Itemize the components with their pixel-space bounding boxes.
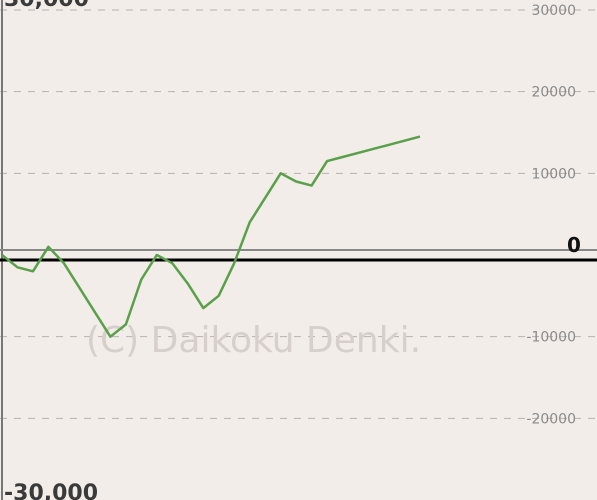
y-tick-label: 20000 bbox=[531, 85, 576, 101]
y-axis-top-label: 30,000 bbox=[4, 0, 89, 12]
y-tick-label: 30000 bbox=[531, 3, 576, 19]
tick-labels: 30000 20000 10000 -10000 -20000 bbox=[526, 3, 576, 427]
y-tick-label: 10000 bbox=[531, 166, 576, 182]
y-tick-label: -10000 bbox=[526, 330, 576, 346]
zero-label: 0 bbox=[567, 233, 581, 257]
series-layer bbox=[1, 135, 421, 338]
series-line bbox=[1, 135, 421, 338]
y-tick-label: -20000 bbox=[526, 411, 576, 427]
y-axis-bottom-label: -30,000 bbox=[4, 481, 98, 500]
watermark: (C) Daikoku Denki. bbox=[86, 320, 421, 361]
gridlines bbox=[0, 9, 597, 419]
